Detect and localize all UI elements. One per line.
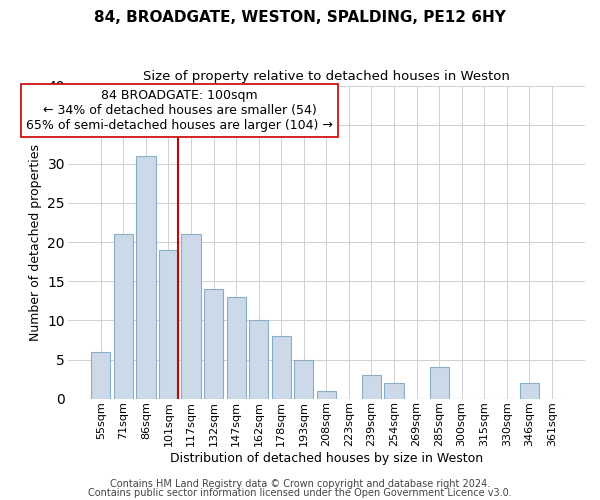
Bar — [272, 336, 291, 398]
Bar — [520, 383, 539, 398]
Bar — [227, 297, 246, 398]
Y-axis label: Number of detached properties: Number of detached properties — [29, 144, 42, 340]
Bar — [136, 156, 155, 398]
Bar — [91, 352, 110, 399]
Text: Contains HM Land Registry data © Crown copyright and database right 2024.: Contains HM Land Registry data © Crown c… — [110, 479, 490, 489]
Bar — [181, 234, 200, 398]
Bar — [249, 320, 268, 398]
Bar — [294, 360, 313, 399]
X-axis label: Distribution of detached houses by size in Weston: Distribution of detached houses by size … — [170, 452, 483, 465]
Bar — [430, 368, 449, 398]
Bar — [317, 391, 336, 398]
Text: 84, BROADGATE, WESTON, SPALDING, PE12 6HY: 84, BROADGATE, WESTON, SPALDING, PE12 6H… — [94, 10, 506, 25]
Bar — [204, 289, 223, 399]
Bar — [385, 383, 404, 398]
Bar — [362, 375, 381, 398]
Bar — [114, 234, 133, 398]
Text: 84 BROADGATE: 100sqm
← 34% of detached houses are smaller (54)
65% of semi-detac: 84 BROADGATE: 100sqm ← 34% of detached h… — [26, 90, 333, 132]
Title: Size of property relative to detached houses in Weston: Size of property relative to detached ho… — [143, 70, 510, 83]
Text: Contains public sector information licensed under the Open Government Licence v3: Contains public sector information licen… — [88, 488, 512, 498]
Bar — [159, 250, 178, 398]
